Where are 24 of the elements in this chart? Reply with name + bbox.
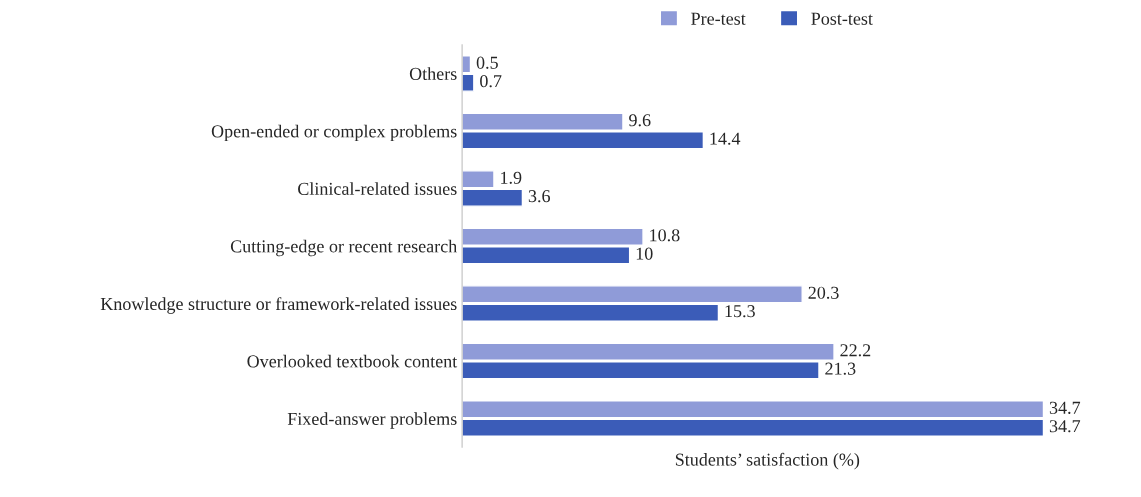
data-label: 20.3 [808, 286, 839, 299]
data-label: 14.4 [710, 132, 741, 145]
y-tick-label: Knowledge structure or framework-related issues [100, 297, 457, 314]
data-label: 21.3 [825, 362, 856, 375]
x-axis-title: Students’ satisfaction (%) [675, 452, 860, 470]
legend-label: Pre-test [691, 12, 746, 25]
y-tick-label: Overlooked textbook content [247, 354, 458, 368]
y-tick-label: Clinical-related issues [298, 182, 457, 195]
y-tick-label: Others [409, 67, 457, 80]
data-label: 0.7 [480, 75, 502, 88]
data-label: 3.6 [528, 190, 551, 203]
y-tick-label: Fixed-answer problems [287, 412, 457, 429]
data-label: 9.6 [629, 114, 651, 127]
data-label: 10.8 [650, 229, 680, 242]
data-label: 15.3 [725, 305, 755, 318]
data-label: 10 [636, 247, 653, 260]
y-tick-label: Cutting-edge or recent research [230, 239, 457, 257]
data-label: 22.2 [840, 344, 871, 357]
legend-label: Post-test [811, 12, 873, 25]
data-label: 1.9 [501, 171, 522, 184]
data-label: 34.7 [1049, 401, 1081, 414]
data-label: 0.5 [476, 56, 498, 69]
data-label: 34.7 [1049, 420, 1081, 433]
y-tick-label: Open-ended or complex problems [211, 124, 457, 142]
